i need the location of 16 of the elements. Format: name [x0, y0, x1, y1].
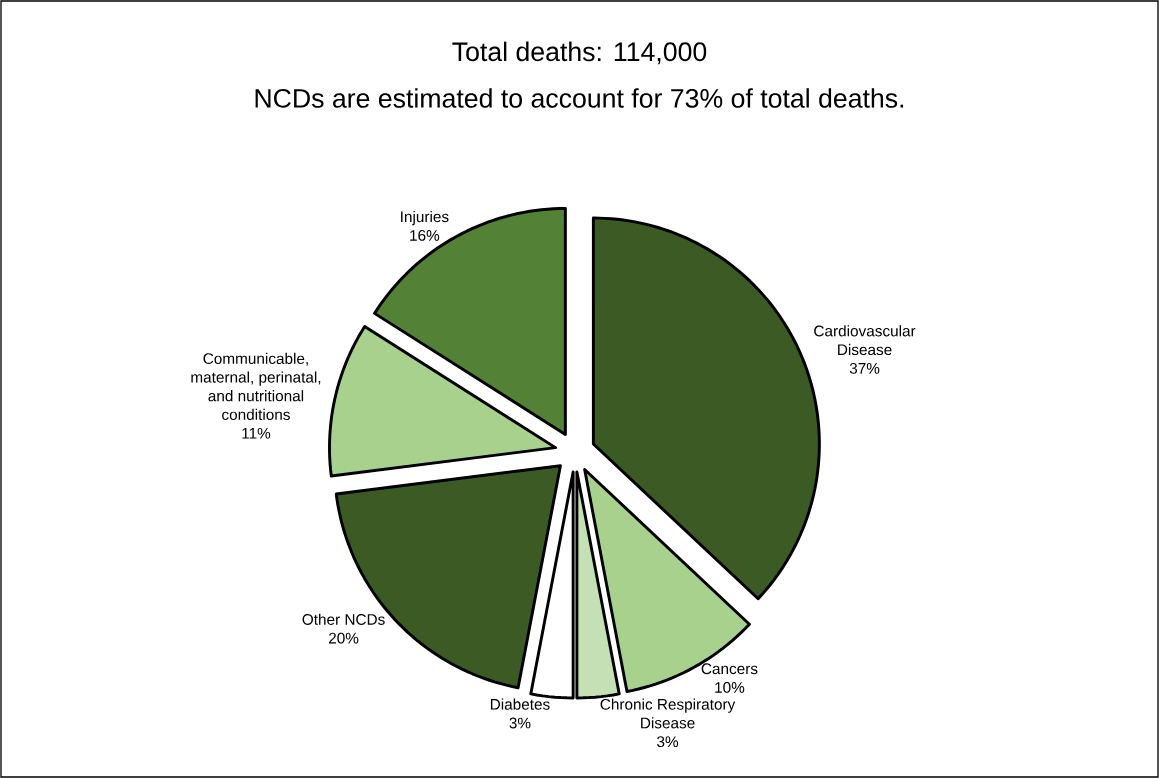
- slice-label: Other NCDs: [302, 613, 385, 625]
- chart-subtitle: NCDs are estimated to account for 73% of total deaths.: [255, 88, 904, 108]
- slice-label: Cancers: [701, 663, 758, 675]
- slice-label: Injuries: [401, 210, 449, 226]
- data-label: 3%: [657, 736, 679, 748]
- data-label: 16%: [410, 230, 440, 241]
- slice-label: Cardiovascular Disease: [814, 325, 916, 356]
- chart-title: Total deaths: 114,000: [452, 41, 707, 65]
- data-label: 37%: [849, 362, 880, 374]
- data-label: 20%: [328, 632, 359, 644]
- slice-label: Diabetes: [490, 698, 550, 710]
- data-label: 10%: [715, 682, 745, 693]
- slice-label: Chronic Respiratory Disease: [600, 698, 736, 729]
- data-label: 3%: [509, 717, 531, 729]
- data-label: 11%: [242, 427, 271, 439]
- slice-label: Communicable, maternal, perinatal, and nutritional conditions: [191, 352, 321, 421]
